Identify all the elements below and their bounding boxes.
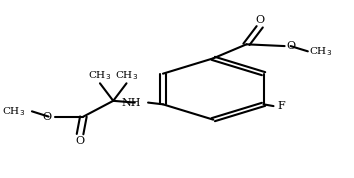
Text: O: O	[75, 136, 85, 146]
Text: NH: NH	[122, 98, 142, 108]
Text: CH$_3$: CH$_3$	[115, 69, 138, 82]
Text: O: O	[255, 15, 264, 25]
Text: CH$_3$: CH$_3$	[2, 105, 25, 118]
Text: CH$_3$: CH$_3$	[88, 69, 112, 82]
Text: F: F	[278, 101, 286, 111]
Text: CH$_3$: CH$_3$	[309, 45, 333, 58]
Text: O: O	[43, 112, 52, 122]
Text: O: O	[286, 41, 295, 51]
